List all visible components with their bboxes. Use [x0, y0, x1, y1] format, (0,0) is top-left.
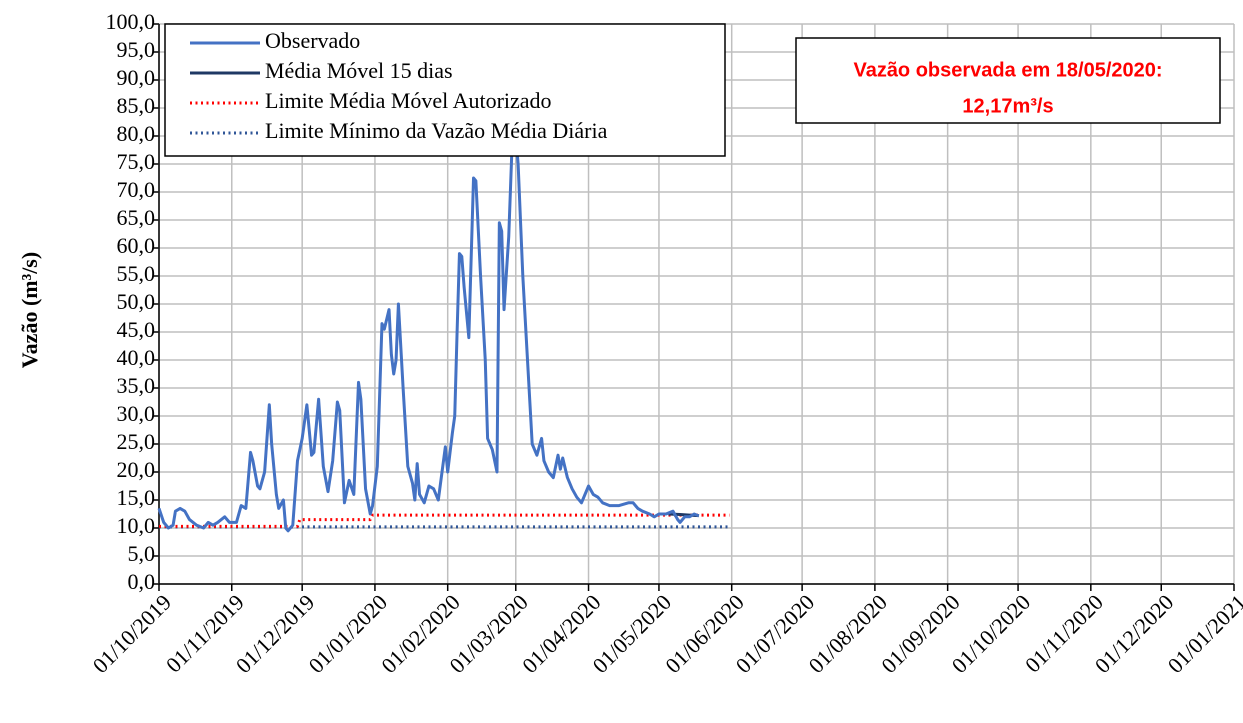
annotation-text: 12,17m³/s [962, 95, 1053, 117]
legend-label: Observado [265, 28, 360, 53]
y-tick-label: 0,0 [128, 569, 156, 594]
legend-label: Limite Média Móvel Autorizado [265, 88, 552, 113]
y-tick-label: 10,0 [117, 513, 156, 538]
y-tick-label: 40,0 [117, 345, 156, 370]
legend-label: Limite Mínimo da Vazão Média Diária [265, 118, 608, 143]
y-tick-label: 65,0 [117, 205, 156, 230]
x-tick-label: 01/01/2020 [303, 589, 392, 678]
y-tick-label: 80,0 [117, 121, 156, 146]
x-tick-label: 01/01/2021 [1163, 589, 1243, 678]
y-tick-label: 85,0 [117, 93, 156, 118]
y-tick-label: 35,0 [117, 373, 156, 398]
y-axis-title: Vazão (m³/s) [17, 252, 42, 368]
y-tick-label: 90,0 [117, 65, 156, 90]
y-tick-label: 20,0 [117, 457, 156, 482]
series-line [159, 513, 730, 528]
y-tick-label: 100,0 [106, 9, 156, 34]
y-tick-label: 25,0 [117, 429, 156, 454]
x-tick-label: 01/10/2019 [88, 589, 177, 678]
y-tick-label: 70,0 [117, 177, 156, 202]
x-tick-label: 01/08/2020 [803, 589, 892, 678]
y-tick-label: 75,0 [117, 149, 156, 174]
annotation-box [795, 37, 1221, 124]
y-tick-label: 45,0 [117, 317, 156, 342]
y-tick-label: 55,0 [117, 261, 156, 286]
y-tick-label: 50,0 [117, 289, 156, 314]
y-tick-label: 15,0 [117, 485, 156, 510]
y-tick-label: 5,0 [128, 541, 156, 566]
annotation-text: Vazão observada em 18/05/2020: [853, 59, 1162, 81]
legend-label: Média Móvel 15 dias [265, 58, 453, 83]
legend-box [164, 23, 726, 157]
series-line [157, 106, 700, 533]
y-tick-label: 95,0 [117, 37, 156, 62]
y-tick-label: 60,0 [117, 233, 156, 258]
y-tick-label: 30,0 [117, 401, 156, 426]
